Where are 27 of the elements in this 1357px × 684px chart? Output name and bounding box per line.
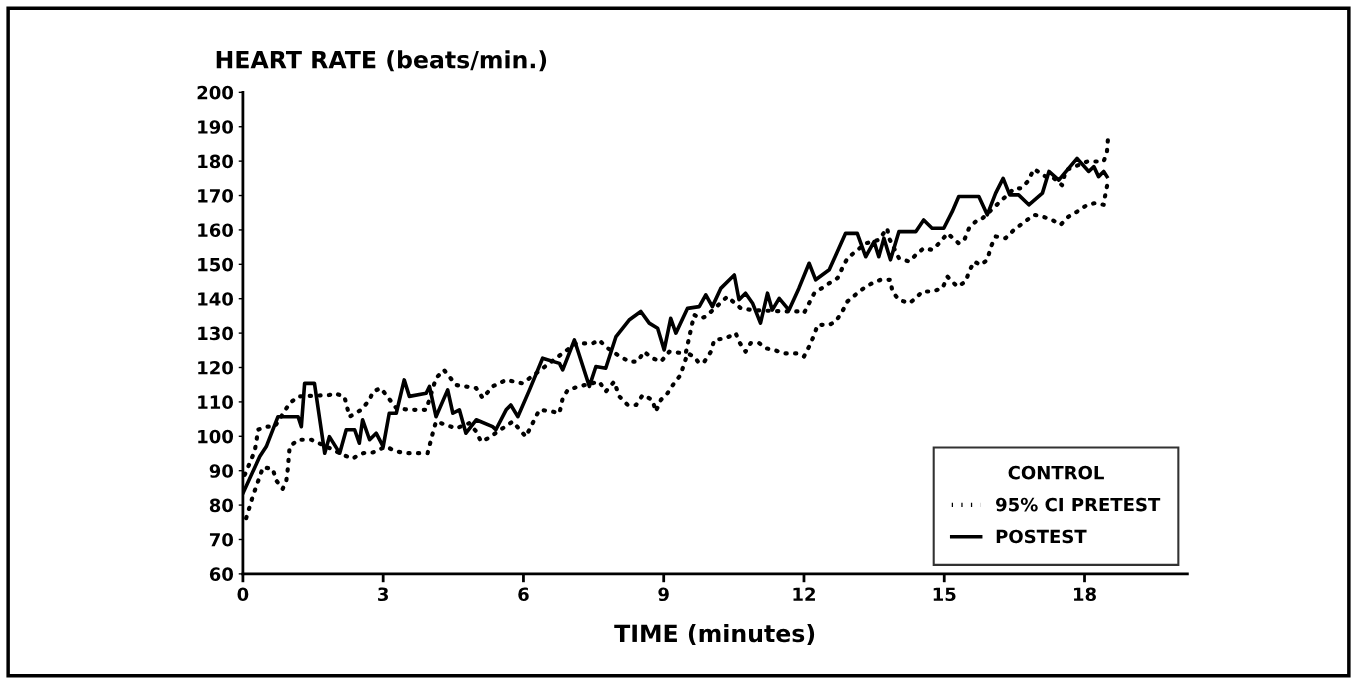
y-tick-label: 110 (198, 395, 234, 410)
legend-label: 95% CI PRETEST (996, 497, 1161, 512)
x-tick-label: 9 (658, 587, 669, 602)
y-tick-label: 160 (198, 223, 234, 238)
y-tick-label: 190 (198, 120, 234, 134)
y-tick-label: 80 (209, 498, 234, 513)
y-axis-title: HEART RATE (beats/min.) (216, 50, 547, 72)
x-tick-label: 0 (237, 587, 249, 602)
y-tick-label: 100 (198, 429, 234, 444)
y-tick-label: 130 (198, 326, 234, 341)
y-tick-label: 200 (197, 85, 234, 100)
x-tick-label: 15 (933, 587, 956, 602)
legend-title: CONTROL (1008, 465, 1104, 480)
y-tick-label: 140 (198, 292, 234, 306)
y-tick-label: 180 (198, 154, 234, 169)
x-tick-label: 18 (1073, 587, 1096, 602)
x-tick-label: 6 (518, 587, 529, 602)
x-tick-label: 3 (378, 587, 389, 602)
y-tick-label: 60 (209, 567, 234, 581)
x-axis-title: TIME (minutes) (614, 623, 815, 646)
y-tick-label: 90 (209, 464, 234, 478)
x-tick-label: 12 (793, 587, 815, 601)
legend-label: POSTEST (996, 529, 1087, 544)
y-tick-label: 120 (198, 360, 234, 375)
y-tick-label: 170 (198, 188, 234, 203)
y-tick-label: 150 (198, 257, 234, 272)
y-tick-label: 70 (209, 532, 234, 547)
